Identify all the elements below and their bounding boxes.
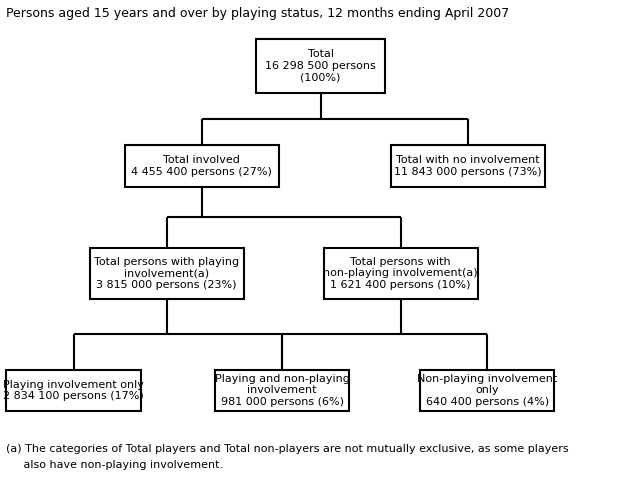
Text: Playing and non-playing
involvement
981 000 persons (6%): Playing and non-playing involvement 981 … bbox=[215, 374, 349, 407]
Text: also have non-playing involvement.: also have non-playing involvement. bbox=[6, 460, 224, 469]
FancyBboxPatch shape bbox=[90, 247, 244, 299]
FancyBboxPatch shape bbox=[215, 370, 349, 411]
Text: Total with no involvement
11 843 000 persons (73%): Total with no involvement 11 843 000 per… bbox=[394, 155, 542, 177]
Text: Total persons with playing
involvement(a)
3 815 000 persons (23%): Total persons with playing involvement(a… bbox=[94, 257, 239, 290]
FancyBboxPatch shape bbox=[256, 39, 385, 93]
Text: Persons aged 15 years and over by playing status, 12 months ending April 2007: Persons aged 15 years and over by playin… bbox=[6, 7, 510, 20]
FancyBboxPatch shape bbox=[391, 145, 545, 186]
Text: Playing involvement only
2 834 100 persons (17%): Playing involvement only 2 834 100 perso… bbox=[3, 380, 144, 401]
FancyBboxPatch shape bbox=[6, 370, 141, 411]
Text: Total involved
4 455 400 persons (27%): Total involved 4 455 400 persons (27%) bbox=[131, 155, 272, 177]
FancyBboxPatch shape bbox=[125, 145, 279, 186]
FancyBboxPatch shape bbox=[324, 247, 478, 299]
Text: Total
16 298 500 persons
(100%): Total 16 298 500 persons (100%) bbox=[265, 49, 376, 82]
Text: Total persons with
non-playing involvement(a)
1 621 400 persons (10%): Total persons with non-playing involveme… bbox=[323, 257, 478, 290]
Text: (a) The categories of Total players and Total non-players are not mutually exclu: (a) The categories of Total players and … bbox=[6, 444, 569, 454]
FancyBboxPatch shape bbox=[420, 370, 554, 411]
Text: Non-playing involvement
only
640 400 persons (4%): Non-playing involvement only 640 400 per… bbox=[417, 374, 557, 407]
